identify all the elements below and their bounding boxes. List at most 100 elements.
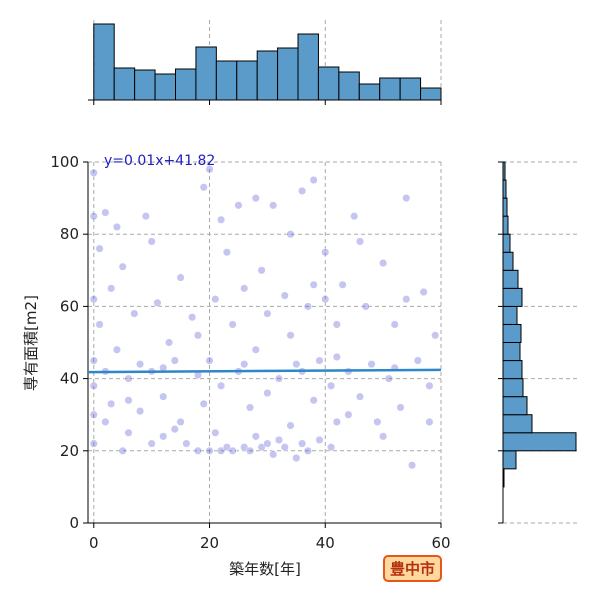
point — [89, 410, 98, 419]
point — [124, 428, 133, 437]
point — [298, 186, 307, 195]
point — [107, 284, 116, 293]
point — [147, 237, 156, 246]
hist-bar — [502, 197, 508, 217]
hist-bar — [236, 60, 258, 101]
point — [101, 417, 110, 426]
hist-bar — [379, 77, 401, 101]
hist-bar — [502, 251, 514, 271]
point — [396, 403, 405, 412]
y-tick-label: 0 — [69, 514, 79, 532]
point — [170, 425, 179, 434]
point — [263, 439, 272, 448]
city-badge: 豊中市 — [383, 555, 443, 582]
y-tick-label: 20 — [60, 442, 79, 460]
point — [112, 222, 121, 232]
point — [309, 396, 318, 405]
point — [263, 388, 272, 398]
x-tick-label: 20 — [200, 534, 219, 552]
point — [257, 443, 266, 452]
point — [309, 280, 318, 289]
point — [263, 309, 272, 318]
point — [332, 320, 341, 329]
hist-bar — [358, 83, 381, 101]
point — [130, 309, 139, 318]
point — [251, 345, 260, 354]
hist-bar — [195, 46, 217, 101]
point — [211, 428, 220, 437]
point — [326, 381, 336, 390]
point — [326, 443, 336, 452]
point — [136, 407, 145, 416]
point — [425, 417, 434, 426]
point — [251, 432, 260, 441]
hist-bar — [502, 305, 518, 325]
point — [176, 417, 185, 426]
point — [321, 248, 330, 257]
point — [188, 313, 197, 322]
point — [303, 302, 312, 311]
point — [147, 439, 156, 448]
point — [89, 439, 98, 448]
hist-bar — [256, 50, 279, 101]
hist-bar — [113, 67, 136, 101]
point — [95, 320, 104, 329]
point — [101, 208, 110, 217]
point — [193, 446, 203, 455]
point — [298, 439, 307, 448]
point — [292, 453, 301, 463]
point — [89, 381, 98, 390]
point — [402, 194, 411, 203]
point — [136, 360, 145, 369]
hist-bar — [399, 77, 422, 101]
y-tick-label: 80 — [60, 225, 79, 243]
point — [419, 287, 428, 297]
point — [141, 212, 150, 221]
point — [107, 399, 116, 408]
point — [274, 435, 284, 445]
hist-bar — [420, 87, 442, 101]
point — [240, 284, 249, 293]
point — [402, 295, 411, 304]
point — [303, 446, 312, 455]
hist-bar — [502, 287, 523, 307]
point — [431, 331, 440, 340]
point — [118, 262, 127, 271]
point — [344, 410, 353, 419]
point — [361, 302, 370, 311]
point — [280, 443, 289, 452]
hist-bar — [154, 73, 176, 101]
point — [413, 356, 422, 365]
point — [384, 374, 393, 383]
x-axis-label: 築年数[年] — [229, 560, 301, 578]
y-tick-label: 40 — [60, 370, 79, 388]
point — [211, 295, 220, 304]
point — [332, 417, 341, 426]
point — [251, 194, 260, 203]
hist-bar — [502, 414, 533, 434]
point — [245, 446, 255, 455]
point — [124, 374, 133, 383]
point — [95, 244, 104, 253]
hist-bar — [502, 233, 511, 253]
point — [217, 381, 226, 390]
point — [199, 183, 208, 192]
hist-bar — [317, 66, 340, 101]
point — [240, 443, 249, 452]
point — [205, 356, 214, 365]
point — [159, 392, 168, 401]
hist-bar — [134, 69, 156, 101]
point — [245, 403, 255, 412]
point — [269, 201, 278, 210]
hist-bar — [502, 360, 523, 380]
point — [390, 320, 399, 329]
point — [199, 399, 208, 408]
point — [112, 345, 121, 354]
point — [170, 356, 179, 365]
hist-bar — [502, 269, 519, 289]
point — [205, 165, 214, 174]
hist-bar — [502, 215, 509, 235]
